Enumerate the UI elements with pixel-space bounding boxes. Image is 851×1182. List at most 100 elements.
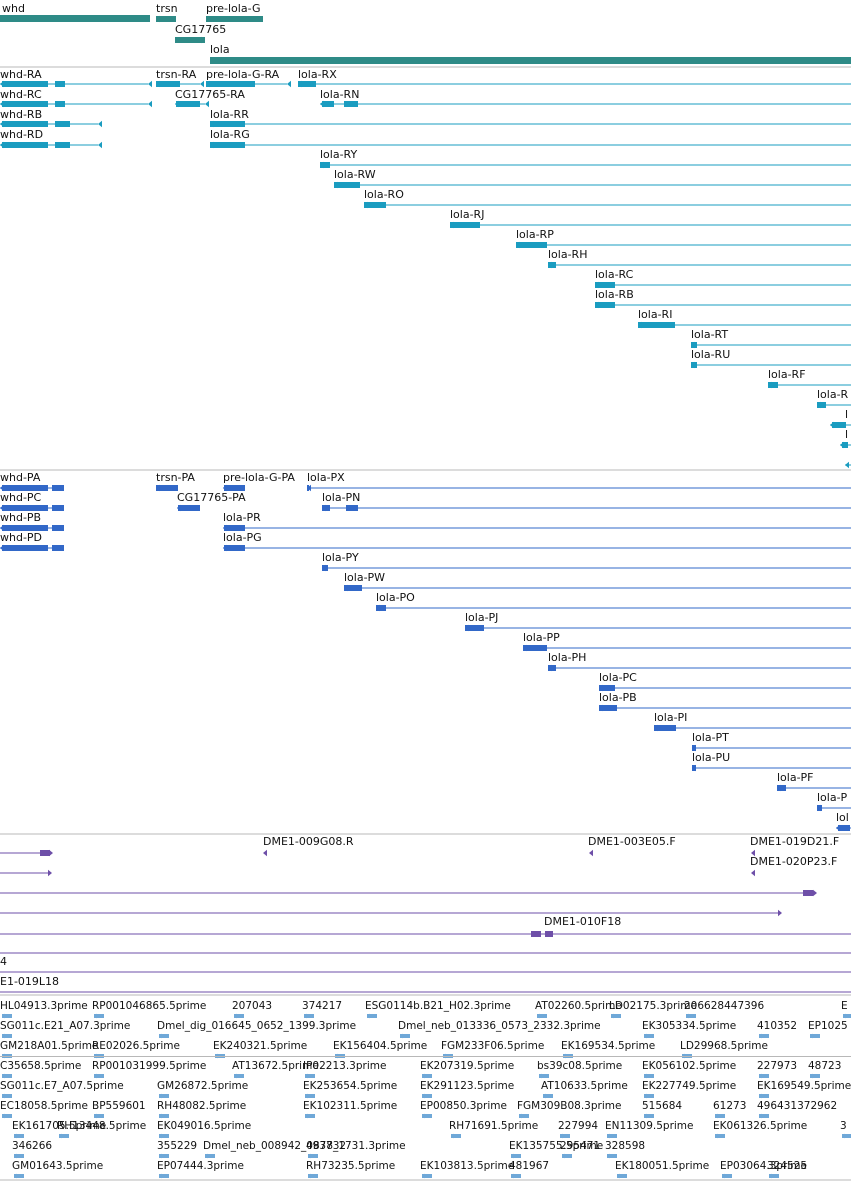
est-feature[interactable] bbox=[562, 1154, 572, 1158]
protein-strand-arrow[interactable] bbox=[0, 544, 4, 552]
rna-transcript-strand-arrow[interactable] bbox=[548, 261, 552, 269]
est-feature[interactable] bbox=[159, 1154, 169, 1158]
est-feature[interactable] bbox=[611, 1014, 621, 1018]
est-feature[interactable] bbox=[810, 1074, 820, 1078]
probe-block[interactable] bbox=[531, 931, 541, 937]
rna-transcript-strand-arrow[interactable] bbox=[320, 161, 324, 169]
protein-strand-arrow[interactable] bbox=[322, 564, 326, 572]
rna-transcript-strand-arrow[interactable] bbox=[817, 401, 821, 409]
probe-block[interactable] bbox=[545, 931, 553, 937]
rna-exon[interactable] bbox=[176, 101, 200, 107]
rna-exon[interactable] bbox=[156, 81, 180, 87]
est-arrow[interactable] bbox=[2, 1113, 5, 1119]
rna-transcript-strand-arrow[interactable] bbox=[450, 221, 454, 229]
est-arrow[interactable] bbox=[537, 1013, 540, 1019]
est-feature[interactable] bbox=[537, 1014, 547, 1018]
probe-arrow[interactable] bbox=[263, 849, 267, 857]
protein-strand-arrow[interactable] bbox=[599, 704, 603, 712]
est-arrow[interactable] bbox=[644, 1113, 647, 1119]
est-arrow[interactable] bbox=[367, 1013, 370, 1019]
rna-transcript-strand-arrow[interactable] bbox=[298, 80, 302, 88]
protein-strand-arrow[interactable] bbox=[376, 604, 380, 612]
rna-transcript-strand-arrow[interactable] bbox=[98, 141, 102, 149]
est-arrow[interactable] bbox=[644, 1033, 647, 1039]
est-feature[interactable] bbox=[234, 1074, 244, 1078]
est-arrow[interactable] bbox=[234, 1013, 237, 1019]
est-feature[interactable] bbox=[400, 1034, 410, 1038]
est-feature[interactable] bbox=[159, 1034, 169, 1038]
rna-transcript-strand-arrow[interactable] bbox=[845, 461, 849, 469]
est-arrow[interactable] bbox=[843, 1013, 846, 1019]
est-feature[interactable] bbox=[159, 1114, 169, 1118]
protein-strand-arrow[interactable] bbox=[599, 684, 603, 692]
rna-transcript-strand-arrow[interactable] bbox=[840, 441, 844, 449]
protein-strand-arrow[interactable] bbox=[692, 744, 696, 752]
est-arrow[interactable] bbox=[308, 1173, 311, 1179]
est-feature[interactable] bbox=[715, 1114, 725, 1118]
est-arrow[interactable] bbox=[810, 1073, 813, 1079]
protein-strand-arrow[interactable] bbox=[548, 664, 552, 672]
est-feature[interactable] bbox=[543, 1094, 553, 1098]
protein-strand-arrow[interactable] bbox=[322, 504, 326, 512]
est-feature[interactable] bbox=[842, 1134, 851, 1138]
est-arrow[interactable] bbox=[759, 1093, 762, 1099]
est-feature[interactable] bbox=[759, 1094, 769, 1098]
rna-exon[interactable] bbox=[55, 101, 65, 107]
est-arrow[interactable] bbox=[644, 1093, 647, 1099]
est-feature[interactable] bbox=[607, 1154, 617, 1158]
rna-transcript-strand-arrow[interactable] bbox=[334, 181, 338, 189]
est-feature[interactable] bbox=[644, 1094, 654, 1098]
est-arrow[interactable] bbox=[686, 1013, 689, 1019]
est-arrow[interactable] bbox=[422, 1173, 425, 1179]
est-arrow[interactable] bbox=[562, 1153, 565, 1159]
protein-segment[interactable] bbox=[52, 485, 64, 491]
protein-segment[interactable] bbox=[156, 485, 178, 491]
rna-exon[interactable] bbox=[842, 442, 848, 448]
rna-transcript-strand-arrow[interactable] bbox=[287, 80, 291, 88]
rna-exon[interactable] bbox=[364, 202, 386, 208]
rna-transcript-strand-arrow[interactable] bbox=[0, 120, 4, 128]
est-feature[interactable] bbox=[94, 1114, 104, 1118]
est-arrow[interactable] bbox=[422, 1113, 425, 1119]
protein-strand-arrow[interactable] bbox=[692, 764, 696, 772]
est-feature[interactable] bbox=[234, 1014, 244, 1018]
est-feature[interactable] bbox=[644, 1114, 654, 1118]
est-feature[interactable] bbox=[511, 1154, 521, 1158]
est-arrow[interactable] bbox=[305, 1113, 308, 1119]
rna-exon[interactable] bbox=[210, 142, 245, 148]
protein-segment[interactable] bbox=[2, 505, 48, 511]
rna-transcript-strand-arrow[interactable] bbox=[830, 421, 834, 429]
protein-segment[interactable] bbox=[523, 645, 547, 651]
est-arrow[interactable] bbox=[234, 1073, 237, 1079]
protein-strand-arrow[interactable] bbox=[223, 524, 227, 532]
rna-exon[interactable] bbox=[210, 121, 245, 127]
rna-transcript-strand-arrow[interactable] bbox=[0, 100, 4, 108]
est-arrow[interactable] bbox=[308, 1153, 311, 1159]
est-arrow[interactable] bbox=[159, 1093, 162, 1099]
est-feature[interactable] bbox=[94, 1014, 104, 1018]
est-feature[interactable] bbox=[843, 1014, 851, 1018]
protein-segment[interactable] bbox=[2, 545, 48, 551]
est-arrow[interactable] bbox=[94, 1073, 97, 1079]
est-feature[interactable] bbox=[159, 1174, 169, 1178]
est-feature[interactable] bbox=[367, 1014, 377, 1018]
est-arrow[interactable] bbox=[842, 1133, 845, 1139]
protein-segment[interactable] bbox=[346, 505, 358, 511]
est-arrow[interactable] bbox=[519, 1113, 522, 1119]
protein-segment[interactable] bbox=[654, 725, 676, 731]
est-feature[interactable] bbox=[2, 1014, 12, 1018]
est-feature[interactable] bbox=[617, 1174, 627, 1178]
protein-segment[interactable] bbox=[2, 485, 48, 491]
rna-transcript-strand-arrow[interactable] bbox=[210, 141, 214, 149]
protein-strand-arrow[interactable] bbox=[0, 524, 4, 532]
est-feature[interactable] bbox=[308, 1174, 318, 1178]
rna-transcript-strand-arrow[interactable] bbox=[691, 341, 695, 349]
probe-arrow[interactable] bbox=[49, 849, 53, 857]
rna-transcript-strand-arrow[interactable] bbox=[638, 321, 642, 329]
est-feature[interactable] bbox=[644, 1034, 654, 1038]
rna-transcript-strand-arrow[interactable] bbox=[200, 80, 204, 88]
rna-transcript-strand-arrow[interactable] bbox=[691, 361, 695, 369]
protein-strand-arrow[interactable] bbox=[817, 804, 821, 812]
est-feature[interactable] bbox=[2, 1094, 12, 1098]
protein-segment[interactable] bbox=[224, 525, 245, 531]
